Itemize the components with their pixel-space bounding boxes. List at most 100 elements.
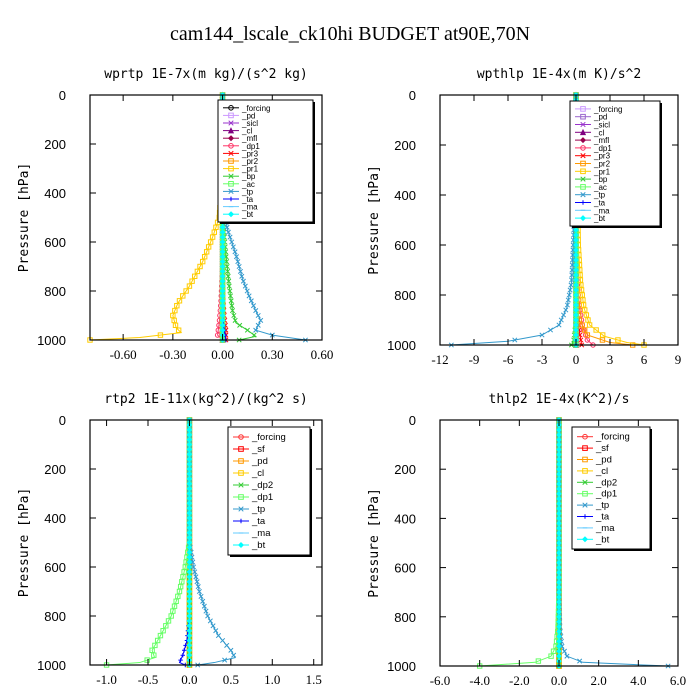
data-point [558,317,564,323]
data-point [251,332,257,338]
series-line [479,420,560,667]
legend-marker [238,470,244,476]
data-point [172,307,178,314]
data-point [547,327,554,333]
data-point [568,282,574,288]
data-point [569,277,575,283]
series-dp1 [103,417,193,668]
y-tick-label: 400 [394,511,416,526]
data-point [258,317,264,323]
legend-marker [582,445,588,451]
legend: _forcing_pd_sicl_cl_mfl_dp1_pr3_pr2_pr1_… [569,100,662,228]
y-tick-label: 200 [44,137,66,152]
legend-marker [579,128,587,136]
data-point [196,588,202,595]
panel-title: wprtp 1E-7x(m kg)/(s^2 kg) [104,67,308,82]
data-point [253,308,259,314]
data-point [569,262,575,268]
series-group [476,417,671,669]
data-point [539,332,545,338]
legend-label: _pr2 [593,160,611,169]
data-point [239,273,245,279]
legend-marker [228,120,234,126]
y-tick-label: 400 [394,188,416,203]
data-point [168,613,174,619]
x-tick-label: -4.0 [469,673,490,688]
data-point [248,298,254,304]
data-point [244,288,250,294]
legend: _forcing_sf_pd_cl_dp2_dp1_tp_ta_ma_bt [571,426,652,551]
legend-marker [238,446,244,452]
legend-label: _pr3 [593,152,611,161]
legend-label: _dp1 [593,144,612,153]
legend-marker [582,514,588,519]
data-point [564,302,570,308]
panels-container: wprtp 1E-7x(m kg)/(s^2 kg) Pressure [hPa]… [17,67,686,688]
legend-label: _cl [251,468,264,479]
x-tick-label: -3 [537,352,548,367]
legend-marker [228,165,234,172]
data-point [172,322,179,329]
data-point [512,337,518,343]
data-point [203,249,210,255]
x-tick-label: 4.0 [630,673,646,688]
legend-marker [238,458,244,464]
series-dp1 [476,417,562,669]
legend-label: _bt [241,210,254,219]
legend-marker [580,106,586,112]
data-point [181,648,187,653]
legend-label: _ma [241,203,258,212]
legend-label: _bt [595,534,610,545]
data-point [186,283,193,289]
data-point [223,249,229,255]
data-point [232,249,238,255]
x-tick-label: -0.30 [159,347,186,362]
data-point [569,257,576,263]
legend-label: _mfl [593,136,609,145]
data-point [586,322,593,328]
data-point [255,312,261,319]
data-point [171,317,177,324]
data-point [227,234,233,240]
data-point [144,657,150,663]
panel-4: thlp2 1E-4x(K^2)/s Pressure [hPa] 0 200 400 6… [367,392,686,688]
legend-label: _mfl [241,134,257,143]
y-tick-label: 0 [409,413,416,428]
data-point [567,287,573,293]
legend-marker [228,173,234,179]
legend-marker [580,176,586,182]
data-point [233,254,240,260]
series-group [103,417,237,668]
legend-marker [227,211,235,218]
x-tick-label: 0.0 [551,673,567,688]
y-tick-label: 200 [394,138,416,153]
legend-marker [580,153,586,159]
legend-marker [228,188,234,195]
data-point [154,637,161,644]
legend-marker [582,456,588,463]
legend-marker [238,506,244,512]
data-point [205,244,212,250]
legend-label: _ma [593,206,610,215]
data-point [559,643,565,649]
data-point [226,283,232,289]
legend-marker [579,215,587,222]
legend-label: _pr3 [241,149,259,158]
data-point [593,327,599,333]
legend-label: _forcing [595,432,630,443]
y-tick-label: 1000 [387,338,416,353]
data-point [173,598,179,604]
data-point [556,322,562,328]
x-tick-label: -6 [503,352,514,367]
legend-marker [238,494,244,500]
legend-label: _bp [593,175,608,184]
legend-label: _cl [595,466,608,477]
data-point [580,302,587,308]
data-point [570,247,576,253]
data-point [210,623,216,629]
data-point [151,652,157,658]
y-tick-label: 600 [394,238,416,253]
data-point [570,252,576,258]
legend-label: _ta [595,512,610,523]
data-point [231,312,237,319]
